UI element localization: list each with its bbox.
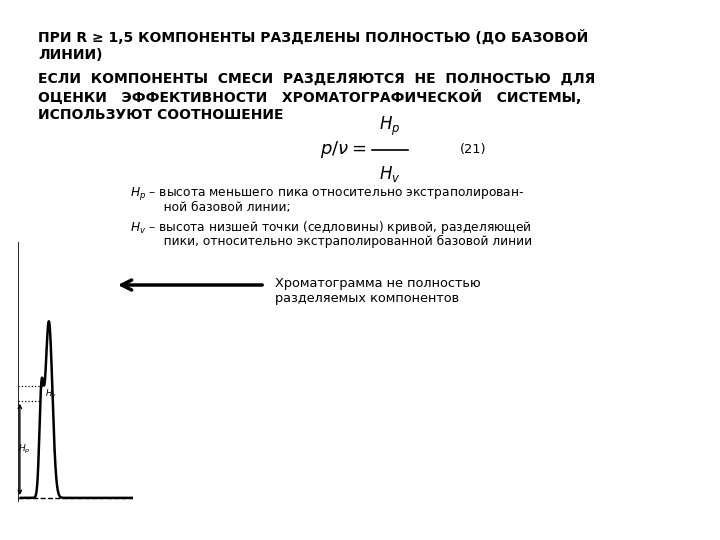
Text: ЕСЛИ  КОМПОНЕНТЫ  СМЕСИ  РАЗДЕЛЯЮТСЯ  НЕ  ПОЛНОСТЬЮ  ДЛЯ: ЕСЛИ КОМПОНЕНТЫ СМЕСИ РАЗДЕЛЯЮТСЯ НЕ ПОЛ… — [38, 72, 595, 86]
Text: пики, относительно экстраполированной базовой линии: пики, относительно экстраполированной ба… — [152, 235, 532, 248]
Text: $\mathit{H_p}$ – высота меньшего пика относительно экстраполирован-: $\mathit{H_p}$ – высота меньшего пика от… — [130, 185, 524, 202]
Text: ИСПОЛЬЗУЮТ СООТНОШЕНИЕ: ИСПОЛЬЗУЮТ СООТНОШЕНИЕ — [38, 108, 284, 122]
Text: $H_v$: $H_v$ — [379, 164, 401, 184]
Text: ПРИ R ≥ 1,5 КОМПОНЕНТЫ РАЗДЕЛЕНЫ ПОЛНОСТЬЮ (ДО БАЗОВОЙ: ПРИ R ≥ 1,5 КОМПОНЕНТЫ РАЗДЕЛЕНЫ ПОЛНОСТ… — [38, 30, 588, 45]
Text: (21): (21) — [460, 144, 487, 157]
Text: $H_v$: $H_v$ — [45, 387, 57, 400]
Text: $H_p$: $H_p$ — [379, 115, 400, 138]
Text: $p/\nu =$: $p/\nu =$ — [320, 139, 366, 160]
Text: ЛИНИИ): ЛИНИИ) — [38, 48, 102, 62]
Text: ОЦЕНКИ   ЭФФЕКТИВНОСТИ   ХРОМАТОГРАФИЧЕСКОЙ   СИСТЕМЫ,: ОЦЕНКИ ЭФФЕКТИВНОСТИ ХРОМАТОГРАФИЧЕСКОЙ … — [38, 90, 581, 105]
Text: Хроматограмма не полностью
разделяемых компонентов: Хроматограмма не полностью разделяемых к… — [275, 277, 481, 305]
Text: ной базовой линии;: ной базовой линии; — [152, 201, 290, 214]
Text: $H_p$: $H_p$ — [18, 443, 31, 456]
Text: $\mathit{H_v}$ – высота низшей точки (седловины) кривой, разделяющей: $\mathit{H_v}$ – высота низшей точки (се… — [130, 219, 531, 236]
